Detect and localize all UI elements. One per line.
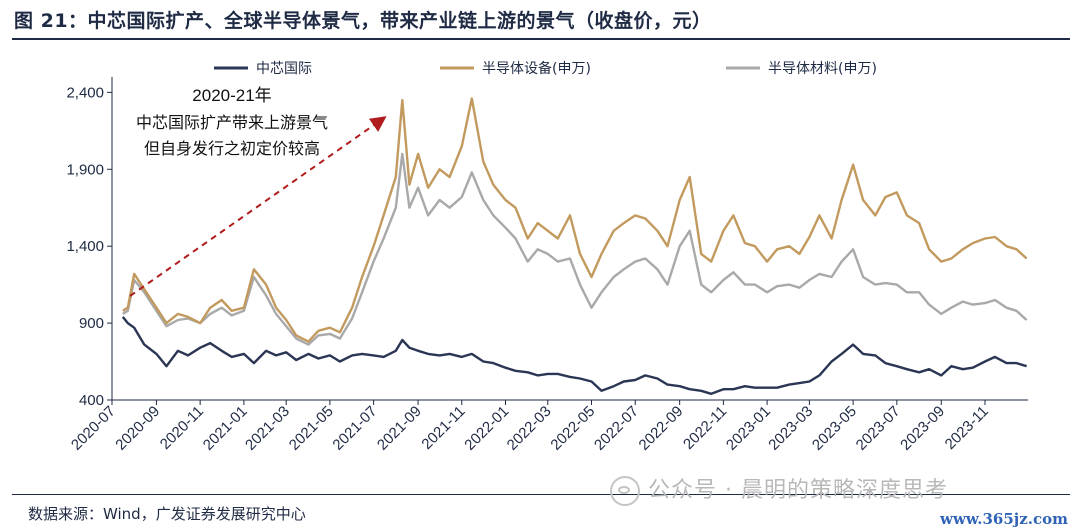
x-tick-label: 2023-03 — [765, 403, 816, 454]
x-tick-label: 2022-09 — [636, 403, 687, 454]
x-tick-label: 2021-05 — [286, 403, 337, 454]
y-tick-label: 1,900 — [66, 161, 104, 178]
x-tick-label: 2020-09 — [112, 403, 163, 454]
x-tick-label: 2023-01 — [723, 403, 774, 454]
x-tick-label: 2022-03 — [504, 403, 555, 454]
legend-label-0: 中芯国际 — [256, 61, 312, 77]
x-tick-label: 2022-05 — [547, 403, 598, 454]
series-line-1 — [122, 97, 1028, 343]
x-tick-label: 2023-07 — [853, 403, 904, 454]
wechat-icon — [610, 476, 640, 506]
x-tick-label: 2022-11 — [680, 403, 730, 453]
x-tick-label: 2021-03 — [242, 403, 293, 454]
axes-group — [107, 77, 1028, 405]
x-tick-label: 2020-07 — [68, 403, 119, 454]
x-tick-label: 2021-11 — [418, 403, 468, 453]
x-tick-label: 2021-09 — [374, 403, 425, 454]
y-tick-label: 900 — [79, 315, 104, 332]
watermark-text: 公众号 · 晨明的策略深度思考 — [648, 478, 948, 503]
x-tick-label: 2021-01 — [200, 403, 251, 454]
y-tick-label: 1,400 — [66, 238, 104, 255]
x-tick-label: 2023-05 — [809, 403, 860, 454]
annotation-group: 2020-21年 中芯国际扩产带来上游景气 但自身发行之初定价较高 — [129, 86, 387, 297]
x-tick-label: 2022-07 — [591, 403, 642, 454]
annotation-arrow — [129, 116, 387, 297]
annotation-line-1: 中芯国际扩产带来上游景气 — [136, 113, 328, 132]
x-tick-labels: 2020-072020-092020-112021-012021-032021-… — [68, 403, 992, 454]
legend-label-2: 半导体材料(申万) — [768, 61, 877, 77]
x-tick-label: 2023-09 — [897, 403, 948, 454]
site-watermark: www.365jz.com — [940, 510, 1068, 528]
y-tick-label: 2,400 — [66, 84, 104, 101]
annotation-heading: 2020-21年 — [192, 86, 271, 105]
y-tick-labels: 400 900 1,400 1,900 2,400 — [66, 84, 104, 409]
footer-rule — [12, 494, 1070, 495]
title-rule — [12, 38, 1070, 40]
legend: 中芯国际 半导体设备(申万) 半导体材料(申万) — [214, 60, 877, 77]
legend-label-1: 半导体设备(申万) — [482, 60, 591, 77]
annotation-line-2: 但自身发行之初定价较高 — [144, 139, 320, 158]
figure-title: 图 21：中芯国际扩产、全球半导体景气，带来产业链上游的景气（收盘价，元） — [14, 10, 712, 32]
x-tick-label: 2020-11 — [157, 403, 207, 453]
series-line-2 — [122, 152, 1028, 346]
x-tick-label: 2022-01 — [461, 403, 512, 454]
series-lines — [121, 97, 1028, 395]
x-tick-label: 2021-07 — [329, 403, 380, 454]
watermark: 公众号 · 晨明的策略深度思考 — [610, 472, 948, 506]
source-note: 数据来源：Wind，广发证券发展研究中心 — [28, 505, 306, 523]
y-tick-label: 400 — [79, 392, 104, 409]
x-tick-label: 2023-11 — [942, 403, 992, 453]
series-line-0 — [121, 316, 1027, 395]
